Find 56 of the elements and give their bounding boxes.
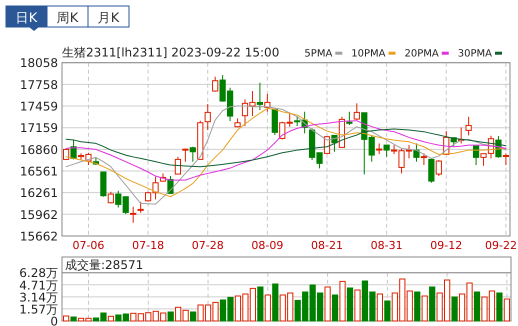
x-tick-label: 07-28 [192,239,224,252]
legend-label: 10PMA [351,48,386,60]
text: 成交量:28571 [65,258,144,272]
x-tick-label: 08-31 [370,239,403,252]
legend-label: 20PMA [404,48,439,60]
bar [324,286,331,322]
legend-label: 5PMA [304,48,332,60]
bar [62,316,70,322]
bar [339,280,346,322]
candlestick [190,146,196,162]
x-tick-label: 08-21 [311,239,343,252]
bar [332,294,338,322]
bar [190,312,196,322]
legend-label: 30PMA [458,48,492,60]
y-tick-label: 1.57万 [19,302,58,316]
candlestick [466,116,472,136]
y-tick-label: 16261 [20,186,58,200]
y-tick-label: 16561 [20,164,58,178]
y-tick-label: 17758 [20,78,58,92]
x-tick-label: 07-18 [132,239,164,252]
y-tick-label: 16860 [20,142,58,157]
y-tick-label: 15662 [20,230,58,244]
tab: 月K [88,6,130,28]
y-tick-label: 17459 [20,100,58,114]
bar [429,286,436,322]
x-tick-label: 07-06 [72,239,104,252]
bar [354,290,361,322]
bar [168,312,174,322]
x-tick-label: 08-09 [251,239,284,252]
y-tick-label: 17159 [20,121,58,136]
bar [504,298,510,322]
y-tick-label: 15962 [20,208,58,222]
chart-title: 生猪2311[lh2311] 2023-09-22 15:00 [62,46,280,60]
candlestick [130,206,136,224]
bar [384,300,390,322]
tab: 周K [46,6,88,28]
bar [414,292,420,322]
bar [264,294,271,322]
bar [272,284,278,322]
y-tick-label: 6.28万 [19,266,58,280]
bar [346,288,354,322]
x-tick-label: 09-12 [430,239,462,252]
bar [422,296,428,322]
candlestick [204,104,211,131]
bar [376,294,383,322]
bar [474,292,480,322]
y-tick-label: 18058 [20,56,58,70]
bar [70,316,77,322]
y-tick-label: 3.14万 [19,290,58,304]
y-tick-label: 0 [50,314,58,326]
bar [451,296,458,322]
y-tick-label: 4.71万 [19,278,58,292]
bar [108,316,114,322]
bar [496,292,503,322]
x-tick-label: 09-22 [485,239,517,252]
bar [257,286,264,322]
